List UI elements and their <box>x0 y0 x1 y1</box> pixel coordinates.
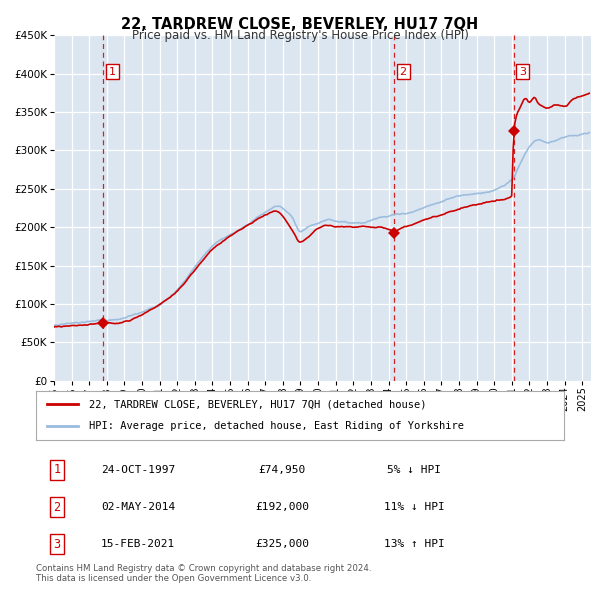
Text: HPI: Average price, detached house, East Riding of Yorkshire: HPI: Average price, detached house, East… <box>89 421 464 431</box>
Text: 11% ↓ HPI: 11% ↓ HPI <box>383 502 445 512</box>
Text: 1: 1 <box>53 463 61 477</box>
Text: Price paid vs. HM Land Registry's House Price Index (HPI): Price paid vs. HM Land Registry's House … <box>131 30 469 42</box>
Text: 13% ↑ HPI: 13% ↑ HPI <box>383 539 445 549</box>
Text: 22, TARDREW CLOSE, BEVERLEY, HU17 7QH (detached house): 22, TARDREW CLOSE, BEVERLEY, HU17 7QH (d… <box>89 399 426 409</box>
Text: 5% ↓ HPI: 5% ↓ HPI <box>387 465 441 475</box>
Text: 3: 3 <box>53 537 61 551</box>
Text: £74,950: £74,950 <box>259 465 305 475</box>
Text: 02-MAY-2014: 02-MAY-2014 <box>101 502 175 512</box>
Text: 1: 1 <box>109 67 116 77</box>
Text: 15-FEB-2021: 15-FEB-2021 <box>101 539 175 549</box>
Text: 2: 2 <box>53 500 61 514</box>
Text: £325,000: £325,000 <box>255 539 309 549</box>
Text: 22, TARDREW CLOSE, BEVERLEY, HU17 7QH: 22, TARDREW CLOSE, BEVERLEY, HU17 7QH <box>121 17 479 31</box>
Text: £192,000: £192,000 <box>255 502 309 512</box>
Text: 24-OCT-1997: 24-OCT-1997 <box>101 465 175 475</box>
Text: Contains HM Land Registry data © Crown copyright and database right 2024.
This d: Contains HM Land Registry data © Crown c… <box>36 563 371 583</box>
Text: 3: 3 <box>519 67 526 77</box>
Text: 2: 2 <box>400 67 407 77</box>
